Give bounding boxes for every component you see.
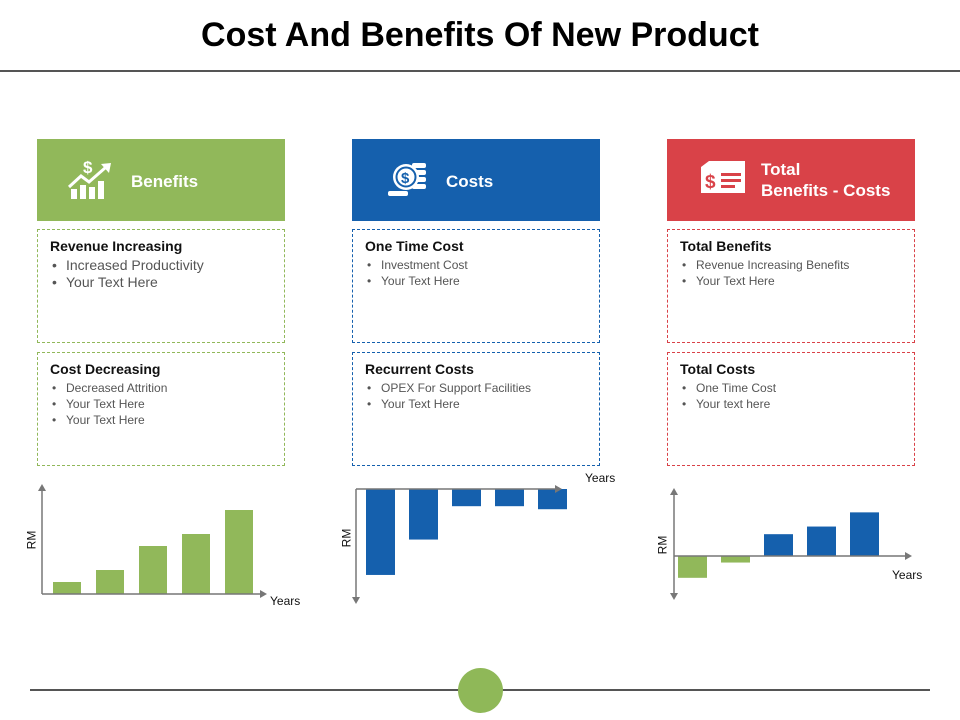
chart0-bar-3: [139, 546, 167, 594]
total-header-line2: Benefits - Costs: [761, 181, 891, 200]
box-title: Total Costs: [680, 361, 756, 377]
benefits-header-title: Benefits: [131, 172, 199, 191]
chart0-bar-1: [53, 582, 81, 594]
chart2-bar-4: [807, 526, 836, 556]
benefits-header: $ Benefits: [37, 139, 285, 221]
costs-header: $ Costs: [352, 139, 600, 221]
list-item: OPEX For Support Facilities: [365, 380, 587, 396]
costs-header-title: Costs: [446, 172, 494, 191]
chart2-bar-3: [764, 534, 793, 556]
chart1-xlabel: Years: [585, 471, 616, 485]
chart0-xlabel: Years: [270, 594, 301, 608]
chart0-y-arrow-up: [38, 484, 46, 491]
growth-chart-dollar-icon: $: [67, 159, 111, 199]
box-title: One Time Cost: [365, 238, 464, 254]
total-header-title: Total Benefits - Costs: [761, 159, 890, 201]
chart1-bar-3: [452, 489, 481, 507]
total-header-line1: Total: [761, 160, 801, 179]
check-dollar-icon: $: [701, 161, 745, 193]
chart1-bar-1: [366, 489, 395, 575]
list-item: Your Text Here: [365, 396, 587, 412]
title-divider: [0, 70, 960, 72]
list-item: Your Text Here: [50, 274, 272, 291]
list-item: Your Text Here: [680, 273, 902, 289]
decorative-circle: [458, 668, 503, 713]
list-item: Your Text Here: [365, 273, 587, 289]
chart2-bar-1: [678, 556, 707, 578]
chart1-bar-4: [495, 489, 524, 507]
box-title: Revenue Increasing: [50, 238, 183, 254]
chart0-bar-5: [225, 510, 253, 594]
list-item: Revenue Increasing Benefits: [680, 257, 902, 273]
recurrent-costs-box: Recurrent Costs OPEX For Support Facilit…: [352, 352, 600, 466]
box-title: Cost Decreasing: [50, 361, 161, 377]
one-time-cost-box: One Time Cost Investment Cost Your Text …: [352, 229, 600, 343]
chart2-xlabel: Years: [892, 568, 923, 582]
page-title: Cost And Benefits Of New Product: [201, 16, 759, 54]
chart0-ylabel: RM: [24, 530, 39, 550]
box-title: Recurrent Costs: [365, 361, 474, 377]
chart1-bar-2: [409, 489, 438, 540]
cost-decreasing-box: Cost Decreasing Decreased Attrition Your…: [37, 352, 285, 466]
coins-stack-dollar-icon: $: [388, 163, 426, 196]
benefits-bar-chart: [38, 484, 267, 598]
chart2-bar-2: [721, 556, 750, 563]
costs-bar-chart: [352, 485, 567, 604]
chart1-ylabel: RM: [339, 528, 354, 548]
revenue-increasing-box: Revenue Increasing Increased Productivit…: [37, 229, 285, 343]
total-header: $ Total Benefits - Costs: [667, 139, 915, 221]
box-title: Total Benefits: [680, 238, 772, 254]
svg-text:$: $: [705, 172, 716, 193]
chart2-bar-5: [850, 512, 879, 556]
total-costs-box: Total Costs One Time Cost Your text here: [667, 352, 915, 466]
list-item: Increased Productivity: [50, 257, 272, 274]
chart2-y-arrow-down: [670, 593, 678, 600]
chart0-x-arrow: [260, 590, 267, 598]
total-benefits-box: Total Benefits Revenue Increasing Benefi…: [667, 229, 915, 343]
list-item: Your Text Here: [50, 412, 272, 428]
chart2-y-arrow-up: [670, 488, 678, 495]
list-item: Decreased Attrition: [50, 380, 272, 396]
chart2-x-arrow: [905, 552, 912, 560]
list-item: Investment Cost: [365, 257, 587, 273]
list-item: Your Text Here: [50, 396, 272, 412]
svg-text:$: $: [401, 170, 410, 187]
chart1-y-arrow-down: [352, 597, 360, 604]
chart0-bar-4: [182, 534, 210, 594]
list-item: Your text here: [680, 396, 902, 412]
chart0-bar-2: [96, 570, 124, 594]
chart1-x-arrow: [555, 485, 562, 493]
svg-text:$: $: [83, 159, 93, 177]
total-bar-chart: [670, 488, 912, 600]
list-item: One Time Cost: [680, 380, 902, 396]
chart1-bar-5: [538, 489, 567, 510]
chart2-ylabel: RM: [655, 535, 670, 555]
